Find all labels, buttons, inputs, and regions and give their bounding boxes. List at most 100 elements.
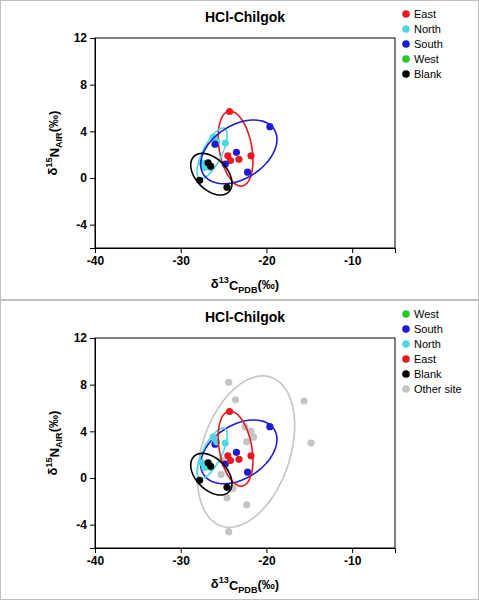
axis-line xyxy=(90,339,96,549)
tick-label: 8 xyxy=(80,378,87,392)
legend-item: North xyxy=(402,23,441,35)
point xyxy=(307,439,314,446)
plot-frame xyxy=(95,338,395,548)
legend-item: West xyxy=(402,53,439,65)
point xyxy=(243,438,250,445)
legend-marker xyxy=(402,310,410,318)
point xyxy=(247,152,254,159)
legend-label: Blank xyxy=(414,68,442,80)
tick: 0 xyxy=(80,171,95,185)
panel: -40-30-20-10-404812HCl-Chilgokδ13CPDB(‰)… xyxy=(1,1,479,300)
tick-label: -20 xyxy=(258,254,276,268)
y-axis: -4 0 4 8 12 xyxy=(74,331,96,548)
legend-label: West xyxy=(414,53,439,65)
chart-title: HCl-Chilgok xyxy=(205,9,285,25)
point xyxy=(223,484,230,491)
tick-label: -30 xyxy=(173,554,191,568)
point xyxy=(207,163,214,170)
plot-area xyxy=(191,376,315,535)
legend-item: North xyxy=(402,338,441,350)
point xyxy=(226,108,233,115)
legend-label: Other site xyxy=(414,383,462,395)
tick-label: 0 xyxy=(80,471,87,485)
legend: EastNorthSouthWestBlank xyxy=(402,8,443,80)
legend-item: Blank xyxy=(402,68,442,80)
tick: -40 xyxy=(87,248,105,268)
tick-label: 12 xyxy=(74,31,88,45)
figure: -40-30-20-10-404812HCl-Chilgokδ13CPDB(‰)… xyxy=(0,0,479,600)
point xyxy=(266,423,273,430)
tick-mark xyxy=(90,385,95,386)
legend-item: East xyxy=(402,353,436,365)
tick: 4 xyxy=(80,425,95,439)
point xyxy=(227,457,234,464)
legend-label: North xyxy=(414,23,441,35)
tick-label: -40 xyxy=(87,254,105,268)
legend-marker xyxy=(402,55,410,63)
point xyxy=(235,156,242,163)
legend-marker xyxy=(402,385,410,393)
tick: 8 xyxy=(80,378,95,392)
point xyxy=(222,139,229,146)
tick-mark xyxy=(90,338,95,339)
confidence-ellipse xyxy=(191,153,232,195)
point xyxy=(223,184,230,191)
point xyxy=(233,449,240,456)
tick: -30 xyxy=(173,248,191,268)
axis-line xyxy=(96,249,396,254)
tick-mark xyxy=(352,548,353,553)
point xyxy=(222,439,229,446)
confidence-ellipse xyxy=(201,120,277,184)
legend-marker xyxy=(402,370,410,378)
plot-area xyxy=(191,108,277,195)
legend-label: North xyxy=(414,338,441,350)
tick-label: 8 xyxy=(80,78,87,92)
legend-item: South xyxy=(402,38,443,50)
point xyxy=(223,494,230,501)
series xyxy=(191,153,232,195)
legend-marker xyxy=(402,10,410,18)
tick-mark xyxy=(90,478,95,479)
tick-label: 4 xyxy=(80,125,87,139)
tick-mark xyxy=(181,548,182,553)
tick: 12 xyxy=(74,331,95,345)
tick-mark xyxy=(181,248,182,253)
panel: -40-30-20-10-404812HCl-Chilgokδ13CPDB(‰)… xyxy=(1,301,479,600)
legend-label: South xyxy=(414,38,443,50)
x-axis: -40-30-20-10 xyxy=(87,548,396,568)
point xyxy=(217,471,224,478)
legend-marker xyxy=(402,325,410,333)
x-axis: -40-30-20-10 xyxy=(87,248,396,268)
legend-label: West xyxy=(414,308,439,320)
tick: 0 xyxy=(80,471,95,485)
confidence-ellipse xyxy=(191,453,232,495)
tick: -4 xyxy=(76,518,95,532)
tick: 4 xyxy=(80,125,95,139)
legend-item: Blank xyxy=(402,368,442,380)
y-axis: -404812 xyxy=(74,31,96,248)
tick-mark xyxy=(352,248,353,253)
tick-mark xyxy=(90,178,95,179)
legend-marker xyxy=(402,40,410,48)
point xyxy=(207,463,214,470)
x-axis-title: δ13CPDB(‰) xyxy=(211,575,279,595)
tick-mark xyxy=(90,431,95,432)
tick-label: -10 xyxy=(344,554,362,568)
point xyxy=(266,123,273,130)
axis-line xyxy=(96,549,396,554)
tick-label: 0 xyxy=(80,171,87,185)
confidence-ellipse xyxy=(218,411,253,486)
tick-label: 4 xyxy=(80,425,87,439)
point xyxy=(233,149,240,156)
tick-label: -40 xyxy=(87,554,105,568)
tick: 12 xyxy=(74,31,95,45)
series xyxy=(201,120,277,184)
tick-label: -4 xyxy=(76,518,87,532)
tick-label: -30 xyxy=(173,254,191,268)
tick-mark xyxy=(90,131,95,132)
y-axis-title: δ15NAIR(‰) xyxy=(44,411,64,476)
legend-item: South xyxy=(402,323,443,335)
y-axis-title: δ15NAIR(‰) xyxy=(44,111,64,176)
legend-marker xyxy=(402,340,410,348)
point xyxy=(196,177,203,184)
